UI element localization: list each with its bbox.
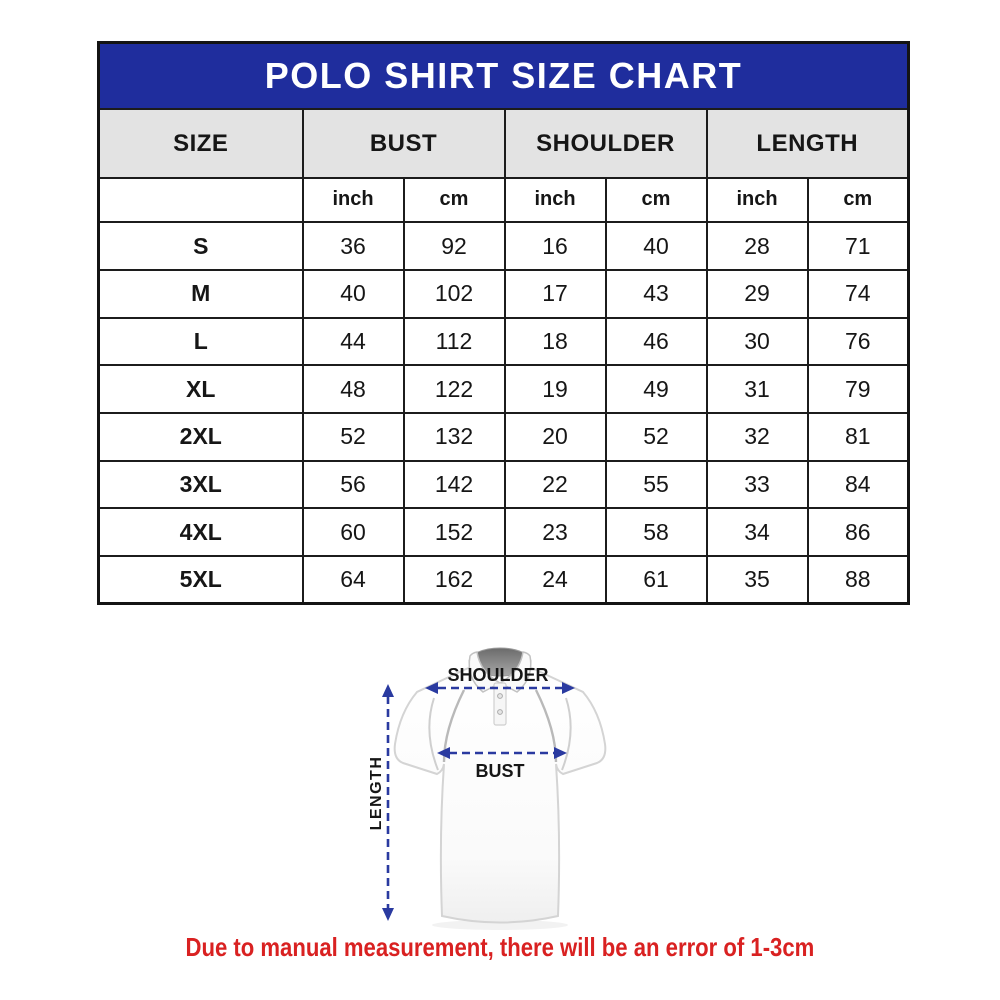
column-header-size: SIZE bbox=[97, 108, 304, 179]
unit-row: inch cm inch cm inch cm bbox=[97, 176, 910, 224]
value-cell: 60 bbox=[301, 507, 405, 557]
column-header-length: LENGTH bbox=[705, 108, 910, 179]
value-cell: 162 bbox=[402, 554, 506, 605]
value-cell: 29 bbox=[705, 268, 809, 319]
unit-cell-empty bbox=[97, 176, 304, 224]
measurement-note: Due to manual measurement, there will be… bbox=[0, 932, 1000, 963]
size-cell: 4XL bbox=[97, 507, 304, 557]
value-cell: 102 bbox=[402, 268, 506, 319]
unit-cell: cm bbox=[402, 176, 506, 224]
page-title: POLO SHIRT SIZE CHART bbox=[97, 41, 910, 111]
value-cell: 49 bbox=[604, 364, 708, 414]
length-label: LENGTH bbox=[368, 756, 385, 831]
shoulder-arrow bbox=[425, 682, 575, 694]
value-cell: 19 bbox=[503, 364, 607, 414]
value-cell: 34 bbox=[705, 507, 809, 557]
title-row: POLO SHIRT SIZE CHART bbox=[97, 41, 910, 111]
value-cell: 33 bbox=[705, 459, 809, 510]
unit-cell: inch bbox=[503, 176, 607, 224]
value-cell: 18 bbox=[503, 316, 607, 367]
value-cell: 46 bbox=[604, 316, 708, 367]
size-cell: M bbox=[97, 268, 304, 319]
value-cell: 88 bbox=[806, 554, 910, 605]
table-row: 5XL 64 162 24 61 35 88 bbox=[97, 554, 910, 605]
value-cell: 152 bbox=[402, 507, 506, 557]
value-cell: 16 bbox=[503, 221, 607, 271]
value-cell: 132 bbox=[402, 411, 506, 462]
size-cell: 2XL bbox=[97, 411, 304, 462]
value-cell: 36 bbox=[301, 221, 405, 271]
value-cell: 58 bbox=[604, 507, 708, 557]
value-cell: 44 bbox=[301, 316, 405, 367]
table-row: 2XL 52 132 20 52 32 81 bbox=[97, 411, 910, 462]
value-cell: 84 bbox=[806, 459, 910, 510]
value-cell: 30 bbox=[705, 316, 809, 367]
value-cell: 24 bbox=[503, 554, 607, 605]
value-cell: 28 bbox=[705, 221, 809, 271]
size-chart-table: POLO SHIRT SIZE CHART SIZE BUST SHOULDER… bbox=[97, 41, 911, 605]
shirt-shadow bbox=[432, 920, 568, 930]
shoulder-label: SHOULDER bbox=[447, 665, 548, 685]
bust-label: BUST bbox=[476, 761, 525, 781]
placket bbox=[493, 682, 507, 726]
value-cell: 22 bbox=[503, 459, 607, 510]
polo-shirt-illustration: SHOULDER BUST LENGTH bbox=[368, 647, 607, 930]
column-header-shoulder: SHOULDER bbox=[503, 108, 708, 179]
value-cell: 81 bbox=[806, 411, 910, 462]
value-cell: 55 bbox=[604, 459, 708, 510]
table-row: M 40 102 17 43 29 74 bbox=[97, 268, 910, 319]
collar-flap-left bbox=[468, 651, 502, 693]
value-cell: 43 bbox=[604, 268, 708, 319]
armhole-seam-right bbox=[561, 697, 572, 771]
unit-cell: inch bbox=[705, 176, 809, 224]
armhole-seam-left bbox=[428, 697, 439, 771]
value-cell: 64 bbox=[301, 554, 405, 605]
value-cell: 52 bbox=[604, 411, 708, 462]
table-row: L 44 112 18 46 30 76 bbox=[97, 316, 910, 367]
value-cell: 35 bbox=[705, 554, 809, 605]
measurement-note-text: Due to manual measurement, there will be… bbox=[185, 932, 815, 962]
value-cell: 76 bbox=[806, 316, 910, 367]
value-cell: 40 bbox=[301, 268, 405, 319]
value-cell: 71 bbox=[806, 221, 910, 271]
length-arrow bbox=[382, 684, 394, 921]
button bbox=[497, 709, 503, 715]
column-header-bust: BUST bbox=[301, 108, 506, 179]
value-cell: 92 bbox=[402, 221, 506, 271]
unit-cell: cm bbox=[806, 176, 910, 224]
table-row: 4XL 60 152 23 58 34 86 bbox=[97, 507, 910, 557]
size-cell: XL bbox=[97, 364, 304, 414]
column-header-row: SIZE BUST SHOULDER LENGTH bbox=[97, 108, 910, 179]
value-cell: 86 bbox=[806, 507, 910, 557]
value-cell: 20 bbox=[503, 411, 607, 462]
table-row: S 36 92 16 40 28 71 bbox=[97, 221, 910, 271]
value-cell: 74 bbox=[806, 268, 910, 319]
table-row: 3XL 56 142 22 55 33 84 bbox=[97, 459, 910, 510]
value-cell: 52 bbox=[301, 411, 405, 462]
value-cell: 61 bbox=[604, 554, 708, 605]
size-cell: 3XL bbox=[97, 459, 304, 510]
value-cell: 79 bbox=[806, 364, 910, 414]
shirt-body bbox=[393, 661, 607, 930]
size-cell: S bbox=[97, 221, 304, 271]
table-row: XL 48 122 19 49 31 79 bbox=[97, 364, 910, 414]
collar-flap-right bbox=[498, 651, 532, 693]
value-cell: 31 bbox=[705, 364, 809, 414]
size-cell: 5XL bbox=[97, 554, 304, 605]
value-cell: 122 bbox=[402, 364, 506, 414]
value-cell: 17 bbox=[503, 268, 607, 319]
value-cell: 40 bbox=[604, 221, 708, 271]
unit-cell: cm bbox=[604, 176, 708, 224]
value-cell: 48 bbox=[301, 364, 405, 414]
unit-cell: inch bbox=[301, 176, 405, 224]
value-cell: 142 bbox=[402, 459, 506, 510]
size-cell: L bbox=[97, 316, 304, 367]
value-cell: 56 bbox=[301, 459, 405, 510]
button bbox=[497, 693, 503, 699]
value-cell: 23 bbox=[503, 507, 607, 557]
collar bbox=[468, 647, 532, 726]
value-cell: 112 bbox=[402, 316, 506, 367]
bust-arrow bbox=[437, 747, 567, 759]
value-cell: 32 bbox=[705, 411, 809, 462]
